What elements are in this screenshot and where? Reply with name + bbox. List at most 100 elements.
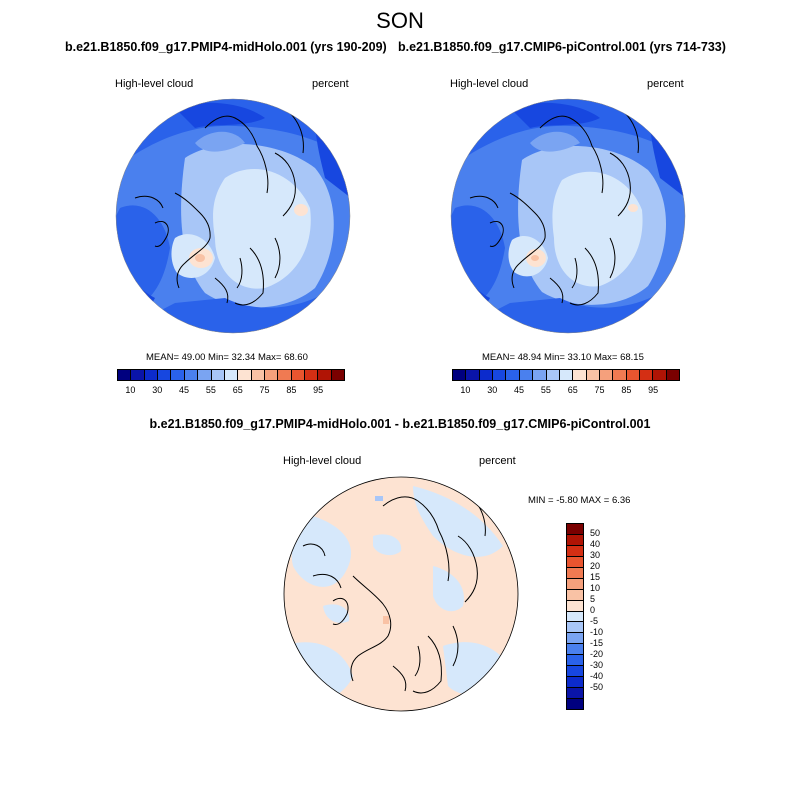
colorbar-swatch [567, 622, 583, 634]
colorbar-swatch [599, 370, 614, 380]
colorbar-swatch [519, 370, 534, 380]
panel1-colorbar [117, 369, 345, 381]
colorbar-tick-label: 65 [567, 385, 578, 395]
colorbar-swatch [171, 370, 185, 380]
colorbar-tick-label: 45 [514, 385, 525, 395]
colorbar-tick-label: 20 [590, 561, 601, 571]
colorbar-tick-label: 30 [590, 550, 601, 560]
colorbar-tick-label: -15 [590, 638, 604, 648]
colorbar-tick-label: 85 [621, 385, 632, 395]
colorbar-swatch [567, 578, 583, 590]
colorbar-swatch [666, 370, 680, 380]
difference-polar-map [283, 476, 519, 712]
colorbar-swatch [567, 677, 583, 689]
colorbar-swatch [567, 611, 583, 623]
colorbar-swatch [318, 370, 332, 380]
colorbar-swatch [640, 370, 654, 380]
colorbar-swatch [567, 699, 583, 709]
colorbar-swatch [567, 644, 583, 656]
colorbar-swatch [567, 524, 583, 535]
panel1-variable: High-level cloud [115, 78, 194, 90]
colorbar-tick-label: 45 [179, 385, 190, 395]
colorbar-swatch [238, 370, 252, 380]
colorbar-tick-label: -30 [590, 660, 604, 670]
colorbar-swatch [567, 688, 583, 699]
panel2-stats: MEAN= 48.94 Min= 33.10 Max= 68.15 [482, 352, 644, 363]
colorbar-swatch [567, 534, 583, 546]
colorbar-swatch [118, 370, 132, 380]
colorbar-swatch [158, 370, 172, 380]
panel2-variable: High-level cloud [450, 78, 529, 90]
colorbar-swatch [586, 370, 600, 380]
colorbar-swatch [613, 370, 627, 380]
colorbar-swatch [567, 666, 583, 678]
colorbar-tick-label: -10 [590, 627, 604, 637]
colorbar-swatch [291, 370, 306, 380]
colorbar-swatch [184, 370, 199, 380]
colorbar-tick-label: 65 [232, 385, 243, 395]
colorbar-swatch [224, 370, 239, 380]
colorbar-swatch [567, 600, 583, 612]
colorbar-swatch [144, 370, 159, 380]
colorbar-swatch [493, 370, 507, 380]
colorbar-swatch [533, 370, 547, 380]
colorbar-tick-label: 5 [590, 594, 596, 604]
difference-stats: MIN = -5.80 MAX = 6.36 [528, 495, 631, 506]
colorbar-tick-label: 75 [594, 385, 605, 395]
colorbar-swatch [506, 370, 520, 380]
colorbar-swatch [131, 370, 145, 380]
colorbar-tick-label: -5 [590, 616, 599, 626]
colorbar-swatch [567, 556, 583, 568]
panel2-colorbar [452, 369, 680, 381]
panel1-polar-map [115, 98, 351, 334]
colorbar-swatch [626, 370, 641, 380]
difference-title: b.e21.B1850.f09_g17.PMIP4-midHolo.001 - … [149, 417, 651, 431]
colorbar-swatch [198, 370, 212, 380]
colorbar-tick-label: 30 [487, 385, 498, 395]
panel1-title: b.e21.B1850.f09_g17.PMIP4-midHolo.001 (y… [65, 40, 387, 54]
colorbar-tick-label: 15 [590, 572, 601, 582]
colorbar-swatch [305, 370, 319, 380]
colorbar-tick-label: 85 [286, 385, 297, 395]
panel2-polar-map [450, 98, 686, 334]
colorbar-tick-label: 30 [152, 385, 163, 395]
colorbar-swatch [331, 370, 345, 380]
colorbar-tick-label: 10 [125, 385, 136, 395]
season-title: SON [376, 8, 424, 33]
colorbar-tick-label: 95 [648, 385, 659, 395]
colorbar-tick-label: 55 [205, 385, 216, 395]
panel1-units: percent [312, 78, 349, 90]
colorbar-tick-label: 55 [540, 385, 551, 395]
difference-colorbar [566, 523, 584, 710]
colorbar-tick-label: 10 [460, 385, 471, 395]
difference-variable: High-level cloud [283, 455, 362, 467]
colorbar-swatch [211, 370, 225, 380]
colorbar-swatch [466, 370, 480, 380]
panel2-title: b.e21.B1850.f09_g17.CMIP6-piControl.001 … [398, 40, 726, 54]
colorbar-swatch [573, 370, 587, 380]
panel1-stats: MEAN= 49.00 Min= 32.34 Max= 68.60 [146, 352, 308, 363]
colorbar-swatch [559, 370, 574, 380]
colorbar-tick-label: 50 [590, 528, 601, 538]
colorbar-tick-label: 0 [590, 605, 596, 615]
colorbar-swatch [546, 370, 560, 380]
colorbar-swatch [264, 370, 279, 380]
colorbar-swatch [567, 545, 583, 557]
colorbar-tick-label: 10 [590, 583, 601, 593]
colorbar-tick-label: 95 [313, 385, 324, 395]
colorbar-swatch [567, 655, 583, 667]
panel2-units: percent [647, 78, 684, 90]
colorbar-tick-label: -20 [590, 649, 604, 659]
colorbar-tick-label: -40 [590, 671, 604, 681]
difference-units: percent [479, 455, 516, 467]
colorbar-tick-label: -50 [590, 682, 604, 692]
colorbar-swatch [251, 370, 265, 380]
colorbar-swatch [567, 633, 583, 645]
colorbar-swatch [567, 567, 583, 579]
colorbar-swatch [653, 370, 667, 380]
colorbar-swatch [453, 370, 467, 380]
colorbar-tick-label: 75 [259, 385, 270, 395]
colorbar-swatch [278, 370, 292, 380]
colorbar-swatch [479, 370, 494, 380]
colorbar-swatch [567, 589, 583, 601]
